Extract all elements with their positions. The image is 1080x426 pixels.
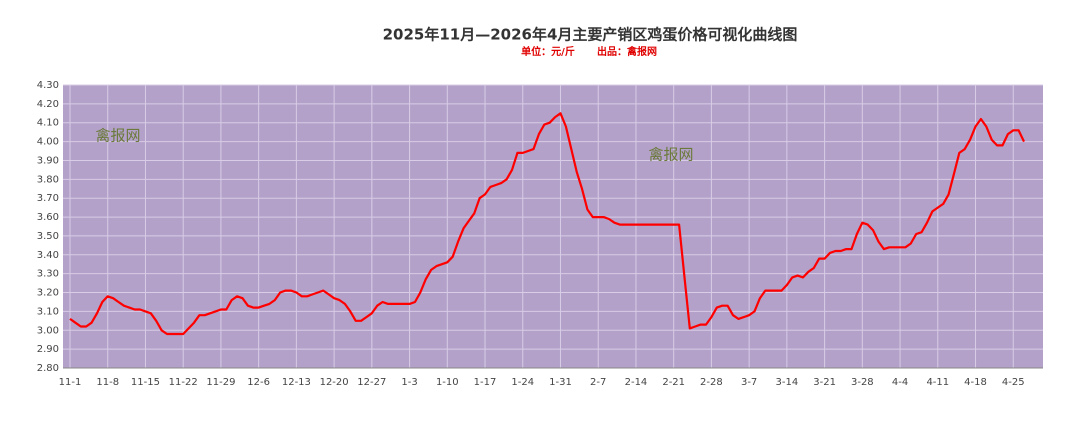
y-tick-label: 3.60 [37, 212, 59, 223]
subtitle: 出品：禽报网 [597, 45, 657, 58]
y-tick-label: 3.40 [37, 250, 59, 261]
x-tick-label: 3-14 [776, 377, 799, 388]
y-tick-label: 2.80 [37, 363, 59, 374]
x-tick-label: 3-21 [813, 377, 836, 388]
x-tick-label: 11-15 [131, 377, 160, 388]
y-tick-label: 3.10 [37, 306, 59, 317]
x-tick-label: 2-7 [590, 377, 606, 388]
x-tick-label: 2-14 [625, 377, 648, 388]
watermark: 禽报网 [95, 127, 140, 145]
x-tick-label: 4-4 [892, 377, 908, 388]
y-tick-label: 4.30 [37, 80, 59, 91]
x-tick-label: 12-6 [247, 377, 270, 388]
x-tick-label: 11-29 [206, 377, 235, 388]
x-tick-label: 12-20 [320, 377, 349, 388]
y-tick-label: 3.90 [37, 155, 59, 166]
x-tick-label: 4-18 [964, 377, 987, 388]
y-tick-label: 4.10 [37, 118, 59, 129]
y-tick-label: 3.50 [37, 231, 59, 242]
x-tick-label: 4-11 [926, 377, 949, 388]
y-tick-label: 3.70 [37, 193, 59, 204]
x-tick-label: 11-22 [169, 377, 198, 388]
x-tick-label: 1-10 [436, 377, 459, 388]
y-tick-label: 3.80 [37, 174, 59, 185]
y-tick-label: 3.30 [37, 269, 59, 280]
x-tick-label: 1-17 [474, 377, 497, 388]
x-tick-label: 4-25 [1002, 377, 1025, 388]
watermark: 禽报网 [648, 146, 693, 164]
x-tick-label: 3-28 [851, 377, 874, 388]
x-tick-label: 1-3 [401, 377, 417, 388]
y-tick-label: 3.20 [37, 288, 59, 299]
x-tick-label: 1-31 [549, 377, 572, 388]
x-tick-label: 3-7 [741, 377, 757, 388]
y-tick-label: 3.00 [37, 325, 59, 336]
y-tick-label: 2.90 [37, 344, 59, 355]
x-tick-label: 2-28 [700, 377, 723, 388]
x-tick-label: 12-13 [282, 377, 311, 388]
chart-title: 2025年11月—2026年4月主要产销区鸡蛋价格可视化曲线图 [383, 26, 798, 44]
price-line [69, 112, 1025, 336]
y-tick-label: 4.00 [37, 137, 59, 148]
y-tick-label: 4.20 [37, 99, 59, 110]
x-tick-label: 11-8 [96, 377, 119, 388]
plot-area [63, 85, 1043, 368]
x-tick-label: 11-1 [59, 377, 82, 388]
x-tick-label: 2-21 [662, 377, 685, 388]
x-tick-label: 1-24 [511, 377, 534, 388]
x-tick-label: 12-27 [357, 377, 386, 388]
subtitle: 单位：元/斤 [521, 45, 575, 58]
